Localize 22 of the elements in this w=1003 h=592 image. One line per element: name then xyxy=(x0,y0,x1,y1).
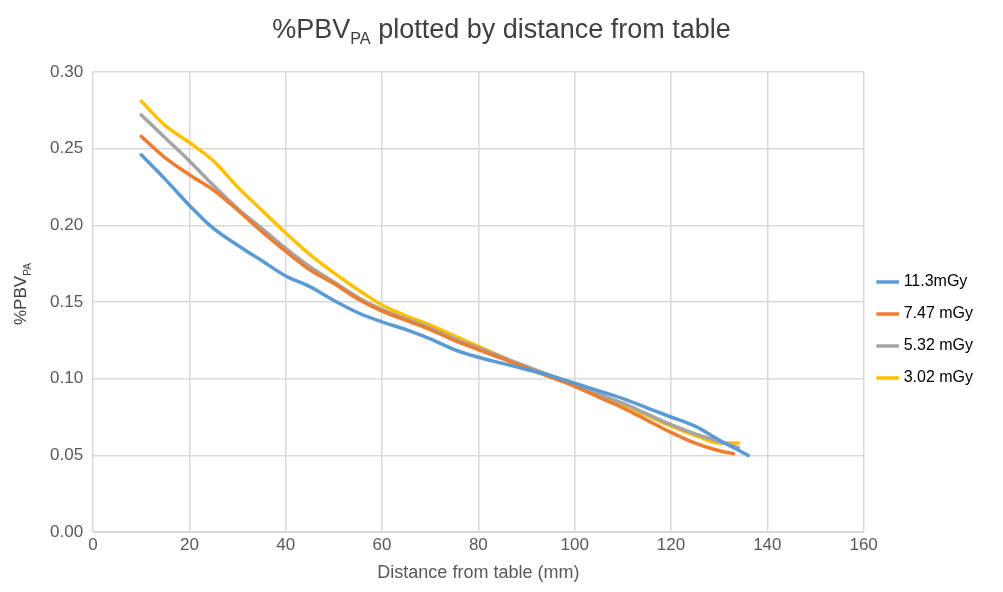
legend-label: 11.3mGy xyxy=(903,272,968,290)
y-tick-label: 0.25 xyxy=(49,138,84,158)
x-axis-title: Distance from table (mm) xyxy=(377,562,580,583)
y-tick-label: 0.00 xyxy=(49,521,84,541)
x-tick-label: 120 xyxy=(656,534,686,554)
chart-title: %PBV$_{PA}$ plotted by distance from table xyxy=(271,14,732,49)
x-tick-label: 60 xyxy=(372,534,392,554)
legend-label: 5.32 mGy xyxy=(903,336,973,354)
x-tick-label: 100 xyxy=(560,534,589,554)
y-tick-label: 0.10 xyxy=(49,368,84,388)
y-tick-label: 0.20 xyxy=(49,215,84,235)
legend-label: 7.47 mGy xyxy=(903,304,973,322)
y-tick-label: 0.05 xyxy=(49,445,84,465)
legend-label: 3.02 mGy xyxy=(903,368,973,386)
y-tick-label: 0.15 xyxy=(49,291,84,311)
x-tick-label: 20 xyxy=(179,534,199,554)
x-tick-label: 80 xyxy=(468,534,488,554)
x-tick-label: 0 xyxy=(88,534,98,554)
y-tick-label: 0.30 xyxy=(49,61,84,81)
x-tick-label: 140 xyxy=(753,534,782,554)
x-tick-label: 160 xyxy=(849,534,878,554)
x-tick-label: 40 xyxy=(276,534,296,554)
